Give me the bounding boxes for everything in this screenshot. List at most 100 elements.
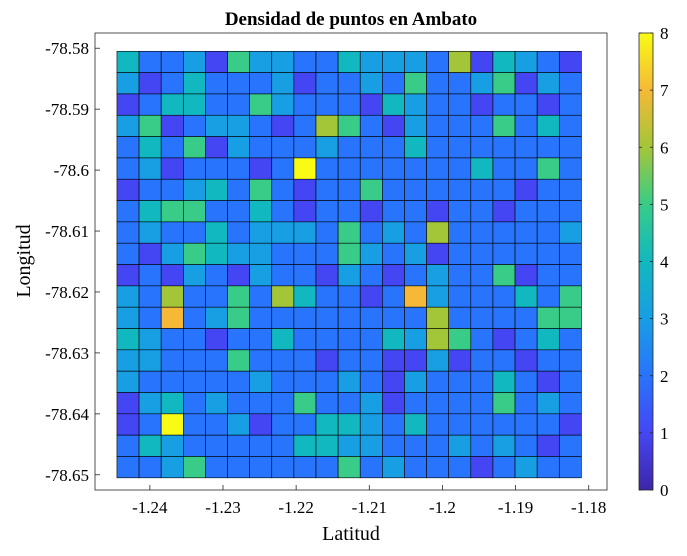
- heatmap-cell: [293, 370, 317, 393]
- heatmap-cell: [492, 285, 516, 308]
- colorbar-tick-label: 6: [660, 138, 669, 157]
- heatmap-cell: [315, 93, 339, 116]
- heatmap-cell: [116, 50, 140, 73]
- x-tick-label: -1.22: [278, 498, 313, 517]
- heatmap-cell: [227, 413, 250, 436]
- x-tick-label: -1.18: [571, 498, 606, 517]
- colorbar-tick-label: 1: [660, 424, 669, 443]
- heatmap-cell: [160, 392, 184, 415]
- heatmap-cell: [492, 242, 516, 265]
- heatmap-cell: [359, 434, 383, 457]
- heatmap-cell: [470, 221, 494, 244]
- heatmap-cell: [426, 306, 449, 329]
- heatmap-cell: [404, 178, 427, 201]
- heatmap-cell: [492, 264, 516, 287]
- heatmap-cell: [382, 392, 405, 415]
- heatmap-cell: [382, 93, 405, 116]
- heatmap-cell: [160, 285, 184, 308]
- heatmap-cell: [382, 456, 405, 479]
- heatmap-cell: [337, 392, 361, 415]
- heatmap-cell: [315, 413, 339, 436]
- heatmap-cell: [116, 178, 140, 201]
- heatmap-cell: [227, 264, 250, 287]
- heatmap-cell: [249, 264, 273, 287]
- heatmap-cell: [205, 349, 228, 372]
- heatmap-cell: [182, 136, 206, 159]
- heatmap-cell: [116, 306, 140, 329]
- heatmap-cell: [359, 157, 383, 180]
- heatmap-cell: [116, 413, 140, 436]
- heatmap-cell: [337, 136, 361, 159]
- heatmap-cell: [359, 93, 383, 116]
- heatmap-cell: [182, 93, 206, 116]
- heatmap-cell: [558, 306, 582, 329]
- heatmap-cell: [470, 136, 494, 159]
- heatmap-cell: [160, 136, 184, 159]
- heatmap-cell: [116, 72, 140, 95]
- heatmap-cell: [536, 306, 560, 329]
- colorbar-tick-label: 4: [660, 253, 669, 272]
- heatmap-cell: [271, 178, 295, 201]
- heatmap-cell: [227, 114, 250, 137]
- heatmap-cell: [359, 392, 383, 415]
- heatmap-cell: [448, 349, 472, 372]
- y-axis-ticks: -78.58 -78.59 -78.6 -78.61 -78.62 -78.63 -78.6…: [45, 39, 100, 485]
- heatmap-cell: [249, 434, 273, 457]
- heatmap-cell: [558, 114, 582, 137]
- heatmap-cell: [382, 136, 405, 159]
- heatmap-cell: [448, 392, 472, 415]
- heatmap-cell: [492, 370, 516, 393]
- heatmap-cell: [404, 93, 427, 116]
- heatmap-cell: [249, 200, 273, 223]
- heatmap-cell: [382, 50, 405, 73]
- heatmap-cell: [293, 264, 317, 287]
- heatmap-cell: [382, 72, 405, 95]
- heatmap-cell: [426, 434, 449, 457]
- heatmap-cell: [404, 285, 427, 308]
- heatmap-cell: [404, 413, 427, 436]
- heatmap-cell: [205, 157, 228, 180]
- heatmap-cell: [514, 157, 538, 180]
- heatmap-cell: [205, 114, 228, 137]
- heatmap-cell: [359, 136, 383, 159]
- heatmap-cell: [271, 157, 295, 180]
- heatmap-cell: [404, 328, 427, 351]
- heatmap-cell: [359, 242, 383, 265]
- heatmap-cell: [382, 157, 405, 180]
- heatmap-cell: [249, 136, 273, 159]
- heatmap-cell: [293, 392, 317, 415]
- heatmap-cell: [249, 178, 273, 201]
- heatmap-cell: [249, 221, 273, 244]
- heatmap-cell: [315, 264, 339, 287]
- heatmap-cell: [426, 392, 449, 415]
- heatmap-cell: [271, 200, 295, 223]
- heatmap-cell: [116, 157, 140, 180]
- heatmap-cell: [182, 242, 206, 265]
- heatmap-cell: [404, 221, 427, 244]
- x-axis-label: Latitud: [322, 523, 380, 545]
- heatmap-cell: [426, 136, 449, 159]
- heatmap-cell: [138, 136, 162, 159]
- heatmap-cell: [470, 242, 494, 265]
- heatmap-cell: [271, 306, 295, 329]
- heatmap-cell: [558, 370, 582, 393]
- heatmap-cell: [492, 136, 516, 159]
- heatmap-cell: [116, 328, 140, 351]
- heatmap-cell: [337, 456, 361, 479]
- heatmap-cell: [492, 221, 516, 244]
- heatmap-cell: [470, 178, 494, 201]
- heatmap-cell: [160, 72, 184, 95]
- heatmap-cell: [227, 136, 250, 159]
- heatmap-cell: [138, 434, 162, 457]
- heatmap-cell: [271, 221, 295, 244]
- heatmap-cell: [271, 413, 295, 436]
- heatmap-cell: [315, 114, 339, 137]
- heatmap-cell: [205, 242, 228, 265]
- heatmap-cell: [514, 328, 538, 351]
- heatmap-cell: [404, 114, 427, 137]
- heatmap-cell: [227, 178, 250, 201]
- heatmap-cell: [293, 114, 317, 137]
- heatmap-cell: [227, 50, 250, 73]
- heatmap-cell: [138, 200, 162, 223]
- heatmap-cell: [470, 456, 494, 479]
